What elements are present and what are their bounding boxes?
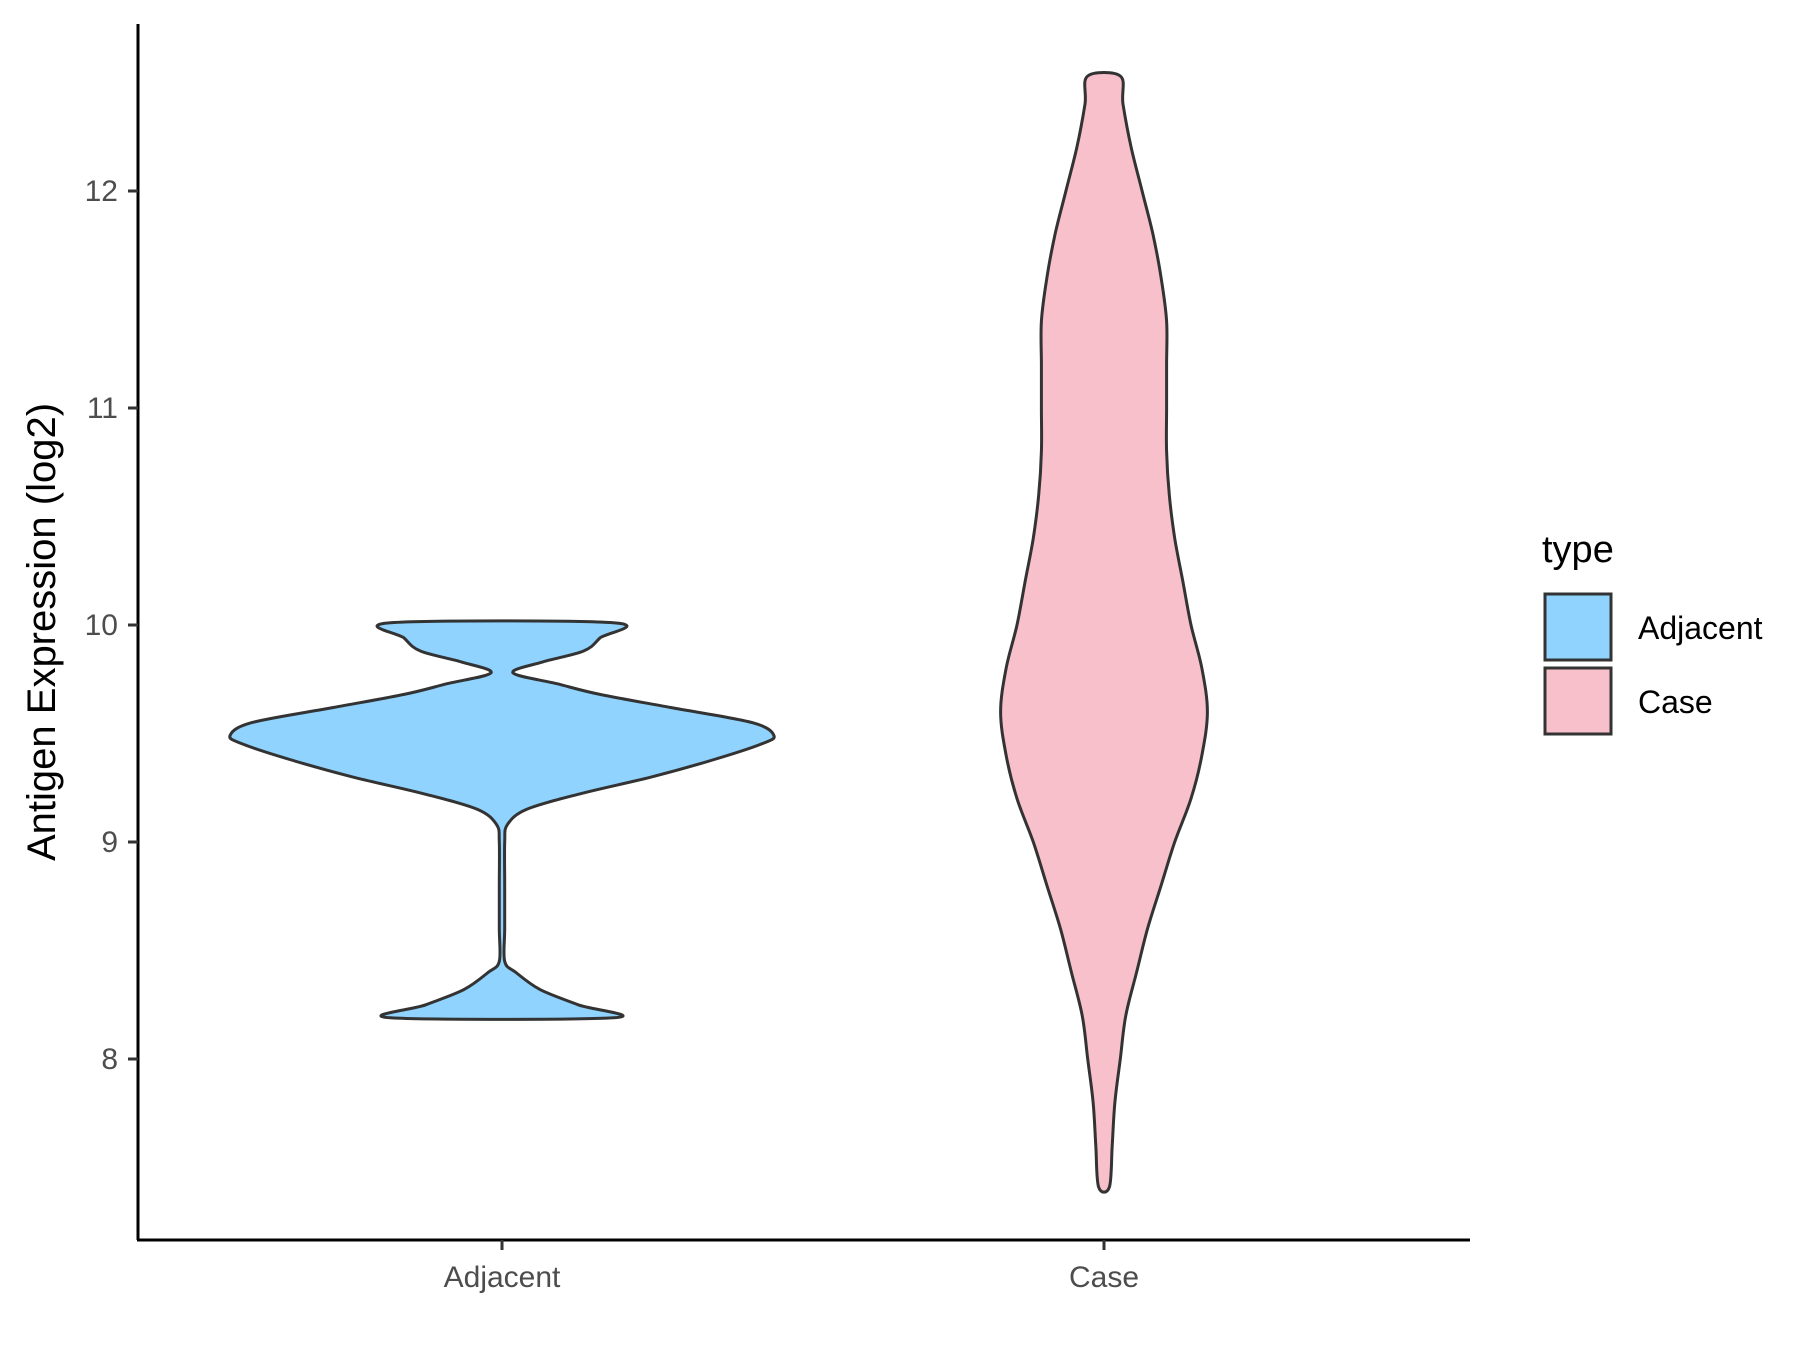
legend-title: type [1542, 529, 1614, 571]
violins-layer [228, 70, 1209, 1194]
y-tick-label: 8 [101, 1043, 118, 1076]
legend-key-adjacent [1543, 592, 1613, 662]
x-tick-label: Case [1069, 1261, 1139, 1294]
y-axis-title: Antigen Expression (log2) [20, 403, 64, 861]
y-axis-ticks: 8 9 10 11 12 [85, 175, 138, 1076]
y-tick-label: 9 [101, 826, 118, 859]
x-tick-label: Adjacent [444, 1261, 561, 1294]
legend-key-case [1543, 666, 1613, 736]
y-tick-label: 11 [87, 392, 118, 425]
x-axis-ticks: Adjacent Case [444, 1240, 1139, 1294]
legend-label-case: Case [1638, 684, 1713, 720]
violin-adjacent [228, 619, 776, 1021]
violin-case [999, 70, 1209, 1194]
y-tick-label: 10 [85, 609, 118, 642]
legend: type Adjacent Case [1542, 529, 1763, 736]
legend-label-adjacent: Adjacent [1638, 610, 1763, 646]
y-tick-label: 12 [85, 175, 118, 208]
